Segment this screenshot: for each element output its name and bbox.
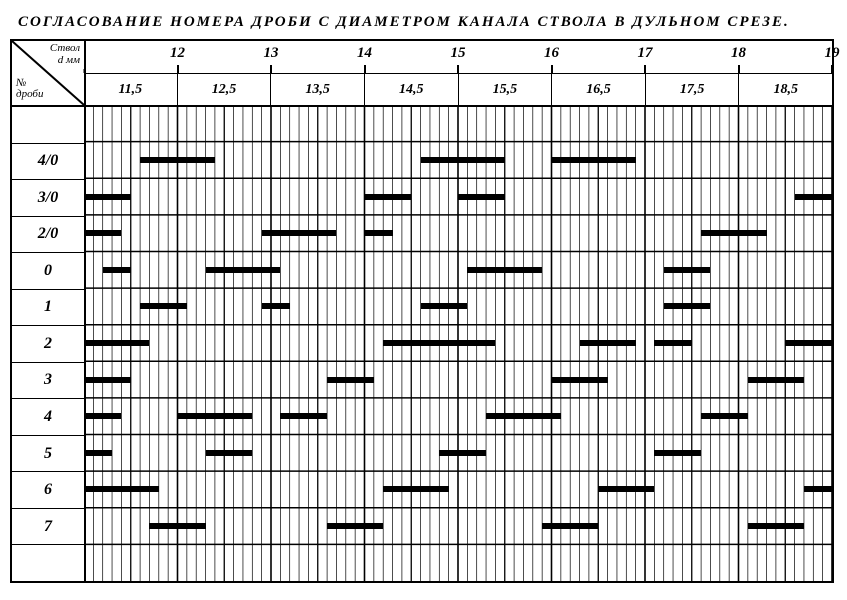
x-int-label: 15 bbox=[451, 45, 466, 62]
data-bar bbox=[439, 450, 486, 456]
data-bar bbox=[84, 230, 121, 236]
data-bar bbox=[262, 230, 337, 236]
data-bar bbox=[84, 377, 131, 383]
row-label: 2/0 bbox=[12, 217, 84, 254]
row-label: 5 bbox=[12, 436, 84, 473]
x-axis-header: 1213141516171819 11,512,513,514,515,516,… bbox=[84, 41, 832, 107]
chart-frame: Стволd мм №дроби 4/03/02/001234567 12131… bbox=[10, 39, 834, 583]
row-label bbox=[12, 107, 84, 144]
data-bar bbox=[84, 450, 112, 456]
x-half-label: 12,5 bbox=[178, 74, 272, 105]
data-bar bbox=[748, 523, 804, 529]
data-bar bbox=[262, 303, 290, 309]
data-bar bbox=[552, 157, 636, 163]
chart-title: СОГЛАСОВАНИЕ НОМЕРА ДРОБИ С ДИАМЕТРОМ КА… bbox=[18, 14, 837, 31]
x-int-label: 14 bbox=[357, 45, 372, 62]
data-bar bbox=[327, 377, 374, 383]
data-bar bbox=[748, 377, 804, 383]
row-label: 1 bbox=[12, 290, 84, 327]
data-bar bbox=[383, 340, 495, 346]
data-bar bbox=[84, 194, 131, 200]
data-bar bbox=[458, 194, 505, 200]
x-half-label: 17,5 bbox=[646, 74, 740, 105]
data-bar bbox=[598, 486, 654, 492]
row-label: 6 bbox=[12, 472, 84, 509]
row-label: 3 bbox=[12, 363, 84, 400]
data-bar bbox=[365, 194, 412, 200]
data-bar bbox=[421, 303, 468, 309]
x-int-label: 17 bbox=[638, 45, 653, 62]
row-label bbox=[12, 545, 84, 581]
row-label: 3/0 bbox=[12, 180, 84, 217]
x-int-label: 16 bbox=[544, 45, 559, 62]
data-bar bbox=[580, 340, 636, 346]
data-bar bbox=[206, 450, 253, 456]
x-half-label: 11,5 bbox=[84, 74, 178, 105]
data-bar bbox=[664, 267, 711, 273]
data-bar bbox=[84, 413, 121, 419]
data-bar bbox=[140, 303, 187, 309]
x-half-label: 13,5 bbox=[271, 74, 365, 105]
x-int-label: 18 bbox=[731, 45, 746, 62]
x-half-label: 15,5 bbox=[459, 74, 553, 105]
corner-cell: Стволd мм №дроби bbox=[12, 41, 84, 107]
x-half-label: 14,5 bbox=[365, 74, 459, 105]
data-bar bbox=[84, 340, 149, 346]
row-label: 4/0 bbox=[12, 144, 84, 181]
row-axis: Стволd мм №дроби 4/03/02/001234567 bbox=[12, 41, 86, 581]
data-bar bbox=[701, 413, 748, 419]
data-bar bbox=[140, 157, 215, 163]
data-bar bbox=[467, 267, 542, 273]
data-bar bbox=[654, 450, 701, 456]
data-bar bbox=[654, 340, 691, 346]
data-bar bbox=[365, 230, 393, 236]
data-bar bbox=[701, 230, 766, 236]
data-bar bbox=[327, 523, 383, 529]
data-bar bbox=[486, 413, 561, 419]
x-half-label: 18,5 bbox=[739, 74, 832, 105]
data-bar bbox=[280, 413, 327, 419]
data-bar bbox=[84, 486, 159, 492]
data-bar bbox=[795, 194, 832, 200]
row-label: 4 bbox=[12, 399, 84, 436]
x-int-label: 19 bbox=[825, 45, 840, 62]
x-int-label: 12 bbox=[170, 45, 185, 62]
data-bar bbox=[542, 523, 598, 529]
corner-top-label: Стволd мм bbox=[50, 43, 80, 66]
row-label: 2 bbox=[12, 326, 84, 363]
data-bar bbox=[178, 413, 253, 419]
row-label: 0 bbox=[12, 253, 84, 290]
plot-area: 1213141516171819 11,512,513,514,515,516,… bbox=[84, 41, 832, 581]
data-bar bbox=[785, 340, 832, 346]
data-bar bbox=[103, 267, 131, 273]
x-int-label: 13 bbox=[264, 45, 279, 62]
x-half-label: 16,5 bbox=[552, 74, 646, 105]
row-label: 7 bbox=[12, 509, 84, 546]
data-bar bbox=[804, 486, 832, 492]
data-bar bbox=[383, 486, 448, 492]
data-bar bbox=[206, 267, 281, 273]
data-bar bbox=[149, 523, 205, 529]
data-bar bbox=[552, 377, 608, 383]
corner-bottom-label: №дроби bbox=[16, 78, 43, 101]
data-bar bbox=[421, 157, 505, 163]
data-bar bbox=[664, 303, 711, 309]
